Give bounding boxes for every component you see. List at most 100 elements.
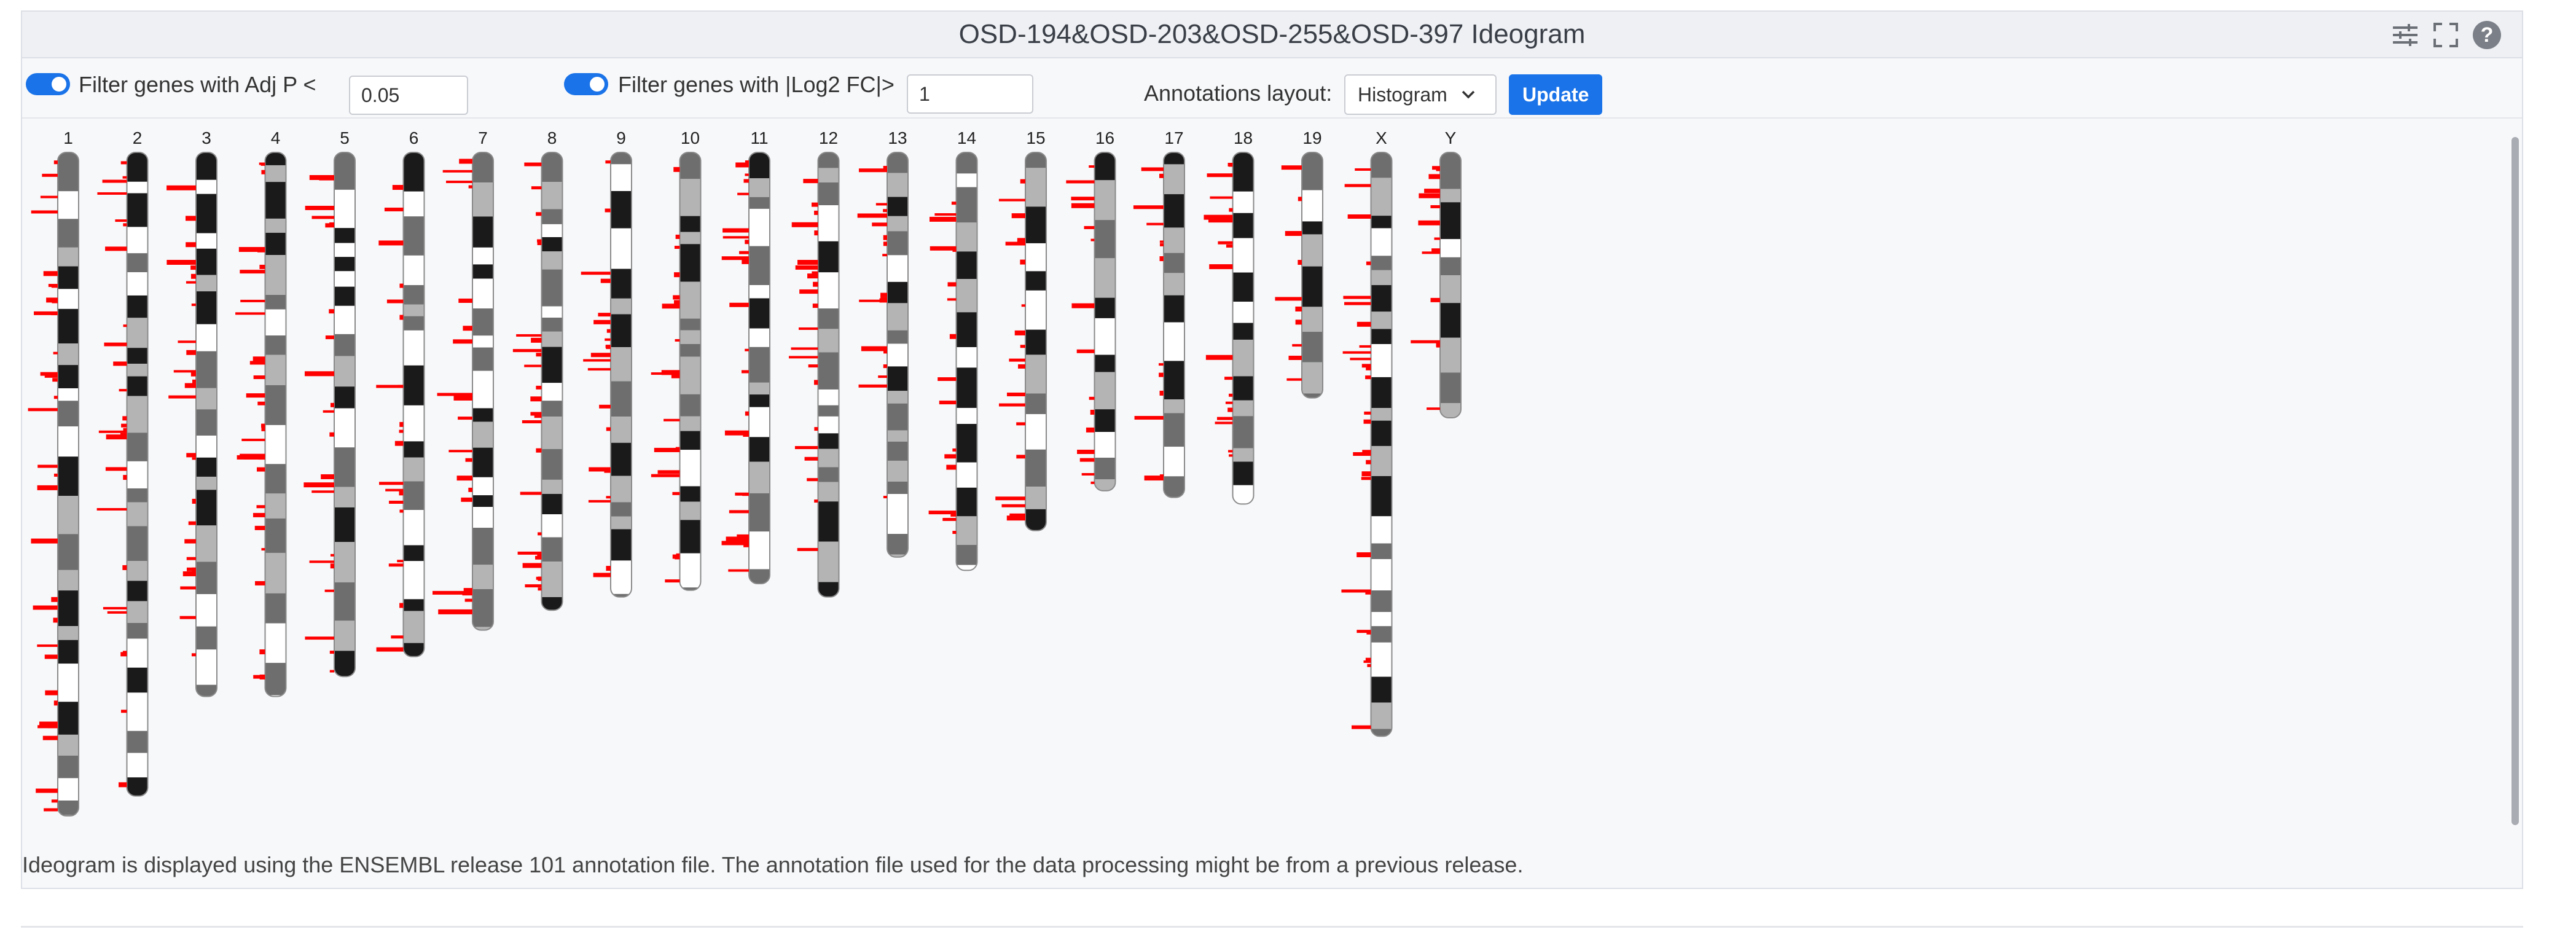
gene-annotation-bar[interactable] xyxy=(96,507,127,511)
gene-annotation-bar[interactable] xyxy=(812,303,818,308)
gene-annotation-bar[interactable] xyxy=(1431,248,1440,254)
gene-annotation-bar[interactable] xyxy=(1355,168,1371,171)
gene-annotation-bar[interactable] xyxy=(605,345,611,348)
gene-annotation-bar[interactable] xyxy=(654,447,680,452)
gene-annotation-bar[interactable] xyxy=(123,223,127,227)
gene-annotation-bar[interactable] xyxy=(1275,297,1302,301)
gene-annotation-bar[interactable] xyxy=(1344,302,1371,305)
gene-annotation-bar[interactable] xyxy=(311,216,334,219)
gene-annotation-bar[interactable] xyxy=(671,374,680,378)
gene-annotation-bar[interactable] xyxy=(51,799,58,803)
gene-annotation-bar[interactable] xyxy=(1089,165,1095,168)
gene-annotation-bar[interactable] xyxy=(330,563,334,569)
gene-annotation-bar[interactable] xyxy=(799,289,818,294)
gene-annotation-bar[interactable] xyxy=(237,455,265,460)
gene-annotation-bar[interactable] xyxy=(1020,179,1025,184)
gene-annotation-bar[interactable] xyxy=(878,375,887,378)
gene-annotation-bar[interactable] xyxy=(464,598,472,602)
chromosome-2[interactable] xyxy=(127,152,148,817)
gene-annotation-bar[interactable] xyxy=(522,563,542,568)
gene-annotation-bar[interactable] xyxy=(882,254,887,257)
gene-annotation-bar[interactable] xyxy=(883,165,887,170)
gene-annotation-bar[interactable] xyxy=(1361,477,1371,480)
gene-annotation-bar[interactable] xyxy=(1366,367,1371,370)
adjp-threshold-input[interactable] xyxy=(349,76,468,115)
gene-annotation-bar[interactable] xyxy=(590,353,611,358)
gene-annotation-bar[interactable] xyxy=(1090,409,1095,415)
gene-annotation-bar[interactable] xyxy=(674,272,680,278)
gene-annotation-bar[interactable] xyxy=(321,474,334,479)
gene-annotation-bar[interactable] xyxy=(1363,660,1371,664)
gene-annotation-bar[interactable] xyxy=(1215,421,1233,425)
gene-annotation-bar[interactable] xyxy=(186,567,196,571)
chromosome-19[interactable] xyxy=(1302,152,1323,425)
gene-annotation-bar[interactable] xyxy=(675,234,680,239)
gene-annotation-bar[interactable] xyxy=(1020,259,1025,265)
gene-annotation-bar[interactable] xyxy=(113,361,127,366)
gene-annotation-bar[interactable] xyxy=(672,554,680,559)
gene-annotation-bar[interactable] xyxy=(1361,364,1371,368)
gene-annotation-bar[interactable] xyxy=(253,675,265,679)
gene-annotation-bar[interactable] xyxy=(389,500,404,504)
gene-annotation-bar[interactable] xyxy=(1079,458,1095,462)
gene-annotation-bar[interactable] xyxy=(605,208,611,213)
gene-annotation-bar[interactable] xyxy=(102,179,127,183)
gene-annotation-bar[interactable] xyxy=(385,488,404,491)
gene-annotation-bar[interactable] xyxy=(107,611,127,614)
gene-annotation-bar[interactable] xyxy=(861,346,887,351)
chromosome-16[interactable] xyxy=(1094,152,1116,504)
fullscreen-icon[interactable] xyxy=(2432,22,2459,49)
gene-annotation-bar[interactable] xyxy=(1207,173,1233,178)
gene-annotation-bar[interactable] xyxy=(1076,349,1095,353)
gene-annotation-bar[interactable] xyxy=(929,216,957,222)
gene-annotation-bar[interactable] xyxy=(939,401,957,405)
gene-annotation-bar[interactable] xyxy=(240,299,265,302)
gene-annotation-bar[interactable] xyxy=(178,340,196,343)
gene-annotation-bar[interactable] xyxy=(191,303,196,307)
gene-annotation-bar[interactable] xyxy=(1343,296,1371,299)
gene-annotation-bar[interactable] xyxy=(1006,515,1025,521)
gene-annotation-bar[interactable] xyxy=(794,446,818,450)
gene-annotation-bar[interactable] xyxy=(1365,375,1371,380)
gene-annotation-bar[interactable] xyxy=(675,339,680,342)
gene-annotation-bar[interactable] xyxy=(735,162,749,168)
gene-annotation-bar[interactable] xyxy=(46,297,58,303)
gene-annotation-bar[interactable] xyxy=(1017,238,1025,243)
gene-annotation-bar[interactable] xyxy=(186,557,196,560)
gene-annotation-bar[interactable] xyxy=(309,560,334,563)
gene-annotation-bar[interactable] xyxy=(726,536,749,542)
gene-annotation-bar[interactable] xyxy=(1006,393,1025,397)
gene-annotation-bar[interactable] xyxy=(463,588,472,592)
gene-annotation-bar[interactable] xyxy=(795,265,818,270)
gene-annotation-bar[interactable] xyxy=(537,554,542,558)
gene-annotation-bar[interactable] xyxy=(1411,340,1440,343)
gene-annotation-bar[interactable] xyxy=(791,347,818,350)
gene-annotation-bar[interactable] xyxy=(1071,197,1095,201)
gene-annotation-bar[interactable] xyxy=(122,176,127,179)
gene-annotation-bar[interactable] xyxy=(303,482,334,488)
gene-annotation-bar[interactable] xyxy=(259,162,265,165)
gene-annotation-bar[interactable] xyxy=(1436,342,1440,348)
gene-annotation-bar[interactable] xyxy=(397,560,404,563)
gene-annotation-bar[interactable] xyxy=(323,410,334,413)
gene-annotation-bar[interactable] xyxy=(191,653,196,657)
gene-annotation-bar[interactable] xyxy=(1363,419,1371,424)
gene-annotation-bar[interactable] xyxy=(105,467,127,471)
gene-annotation-bar[interactable] xyxy=(799,327,818,330)
gene-annotation-bar[interactable] xyxy=(1295,307,1302,312)
gene-annotation-bar[interactable] xyxy=(399,315,404,320)
gene-annotation-bar[interactable] xyxy=(119,782,127,788)
gene-annotation-bar[interactable] xyxy=(53,700,58,706)
gene-annotation-bar[interactable] xyxy=(883,350,887,354)
gene-annotation-bar[interactable] xyxy=(1159,372,1164,377)
gene-annotation-bar[interactable] xyxy=(537,240,542,245)
gene-annotation-bar[interactable] xyxy=(254,454,265,458)
gene-annotation-bar[interactable] xyxy=(673,300,680,305)
gene-annotation-bar[interactable] xyxy=(462,592,472,596)
gene-annotation-bar[interactable] xyxy=(536,448,542,453)
gene-annotation-bar[interactable] xyxy=(721,541,749,546)
gene-annotation-bar[interactable] xyxy=(1089,396,1095,400)
gene-annotation-bar[interactable] xyxy=(880,292,887,297)
gene-annotation-bar[interactable] xyxy=(739,251,749,254)
gene-annotation-bar[interactable] xyxy=(43,271,58,276)
